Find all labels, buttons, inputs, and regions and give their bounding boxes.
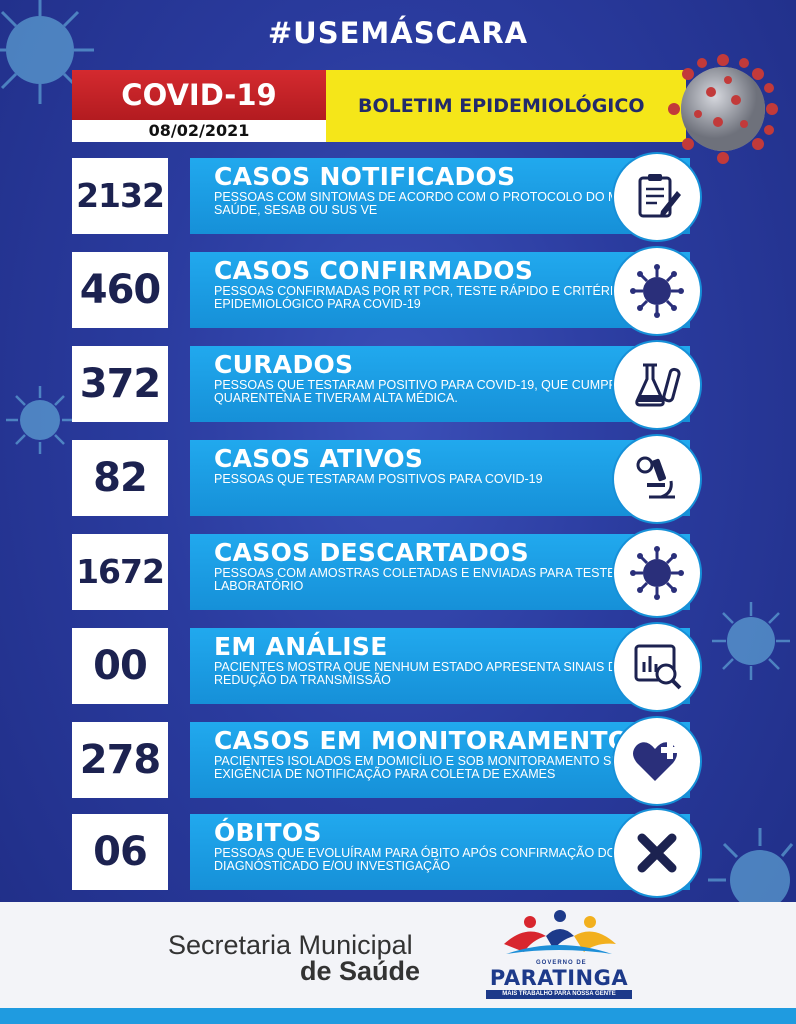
bulletin-subtitle: BOLETIM EPIDEMIOLÓGICO: [326, 70, 686, 142]
stat-description: PESSOAS QUE TESTARAM POSITIVO PARA COVID…: [214, 378, 649, 405]
stat-row: 460 CASOS CONFIRMADOS PESSOAS CONFIRMADAS …: [72, 248, 712, 334]
x-mark-icon: [614, 810, 700, 896]
footer: [0, 902, 796, 1008]
stat-row: 00 EM ANÁLISE PACIENTES MOSTRA QUE NENHUM …: [72, 624, 712, 710]
heart-plus-icon: [614, 718, 700, 804]
secretaria-line1: Secretaria Municipal: [168, 930, 413, 960]
stat-value: 06: [72, 814, 168, 890]
footer-bar: [0, 1008, 796, 1024]
stat-title: CASOS NOTIFICADOS: [214, 162, 516, 191]
stat-value: 82: [72, 440, 168, 516]
stat-value: 2132: [72, 158, 168, 234]
stat-row: 06 ÓBITOS PESSOAS QUE EVOLUÍRAM PARA ÓBITO…: [72, 810, 712, 896]
stat-title: CASOS DESCARTADOS: [214, 538, 529, 567]
stat-info-bar: CASOS ATIVOS PESSOAS QUE TESTARAM POSITIV…: [190, 440, 690, 516]
stat-row: 1672 CASOS DESCARTADOS PESSOAS COM AMOSTRA…: [72, 530, 712, 616]
stat-info-bar: CASOS NOTIFICADOS PESSOAS COM SINTOMAS DE…: [190, 158, 690, 234]
lab-flask-icon: [614, 342, 700, 428]
stat-info-bar: CASOS EM MONITORAMENTO PACIENTES ISOLADOS…: [190, 722, 690, 798]
stat-value: 278: [72, 722, 168, 798]
bulletin-date: 08/02/2021: [72, 120, 326, 142]
stat-value: 1672: [72, 534, 168, 610]
covid-title: COVID-19: [72, 70, 326, 120]
stat-title: CASOS CONFIRMADOS: [214, 256, 534, 285]
stat-row: 372 CURADOS PESSOAS QUE TESTARAM POSITIVO …: [72, 342, 712, 428]
secretaria-line2: de Saúde: [300, 956, 421, 986]
stat-info-bar: CASOS CONFIRMADOS PESSOAS CONFIRMADAS POR…: [190, 252, 690, 328]
stat-info-bar: CASOS DESCARTADOS PESSOAS COM AMOSTRAS CO…: [190, 534, 690, 610]
stat-description: PACIENTES ISOLADOS EM DOMICÍLIO E SOB MO…: [214, 754, 631, 781]
logo-name: PARATINGA: [489, 966, 629, 990]
stat-title: CASOS ATIVOS: [214, 444, 424, 473]
stat-description: PESSOAS COM AMOSTRAS COLETADAS E ENVIADA…: [214, 566, 647, 593]
stat-description: PESSOAS COM SINTOMAS DE ACORDO COM O PRO…: [214, 190, 655, 217]
stat-description: PESSOAS CONFIRMADAS POR RT PCR, TESTE RÁ…: [214, 284, 678, 311]
stat-value: 372: [72, 346, 168, 422]
analysis-chart-icon: [614, 624, 700, 710]
stat-title: CURADOS: [214, 350, 354, 379]
stat-title: CASOS EM MONITORAMENTO: [214, 726, 630, 755]
stat-row: 278 CASOS EM MONITORAMENTO PACIENTES ISOLA…: [72, 718, 712, 804]
coronavirus-icon: [668, 54, 778, 164]
virus-icon: [614, 530, 700, 616]
stat-description: PESSOAS QUE TESTARAM POSITIVOS PARA COVI…: [214, 472, 543, 486]
logo-slogan: MAIS TRABALHO PARA NOSSA GENTE: [486, 990, 632, 999]
virus-decoration-icon: [712, 602, 790, 680]
paratinga-logo: [504, 910, 616, 954]
stat-info-bar: ÓBITOS PESSOAS QUE EVOLUÍRAM PARA ÓBITO A…: [190, 814, 690, 890]
virus-decoration-icon: [0, 0, 94, 104]
stat-description: PACIENTES MOSTRA QUE NENHUM ESTADO APRES…: [214, 660, 626, 687]
stat-row: 82 CASOS ATIVOS PESSOAS QUE TESTARAM POSIT…: [72, 436, 712, 522]
stat-value: 00: [72, 628, 168, 704]
stat-description: PESSOAS QUE EVOLUÍRAM PARA ÓBITO APÓS CO…: [214, 846, 617, 873]
stat-info-bar: EM ANÁLISE PACIENTES MOSTRA QUE NENHUM ES…: [190, 628, 690, 704]
virus-decoration-icon: [708, 828, 794, 902]
logo-gov-text: GOVERNO DE: [536, 960, 587, 966]
hashtag-title: #USEMÁSCARA: [267, 16, 529, 50]
stat-title: EM ANÁLISE: [214, 632, 388, 661]
stat-value: 460: [72, 252, 168, 328]
virus-decoration-icon: [6, 386, 74, 454]
microscope-icon: [614, 436, 700, 522]
stat-row: 2132 CASOS NOTIFICADOS PESSOAS COM SINTOMA…: [72, 154, 712, 240]
clipboard-icon: [614, 154, 700, 240]
virus-icon: [614, 248, 700, 334]
stat-title: ÓBITOS: [214, 818, 322, 847]
stat-info-bar: CURADOS PESSOAS QUE TESTARAM POSITIVO PAR…: [190, 346, 690, 422]
